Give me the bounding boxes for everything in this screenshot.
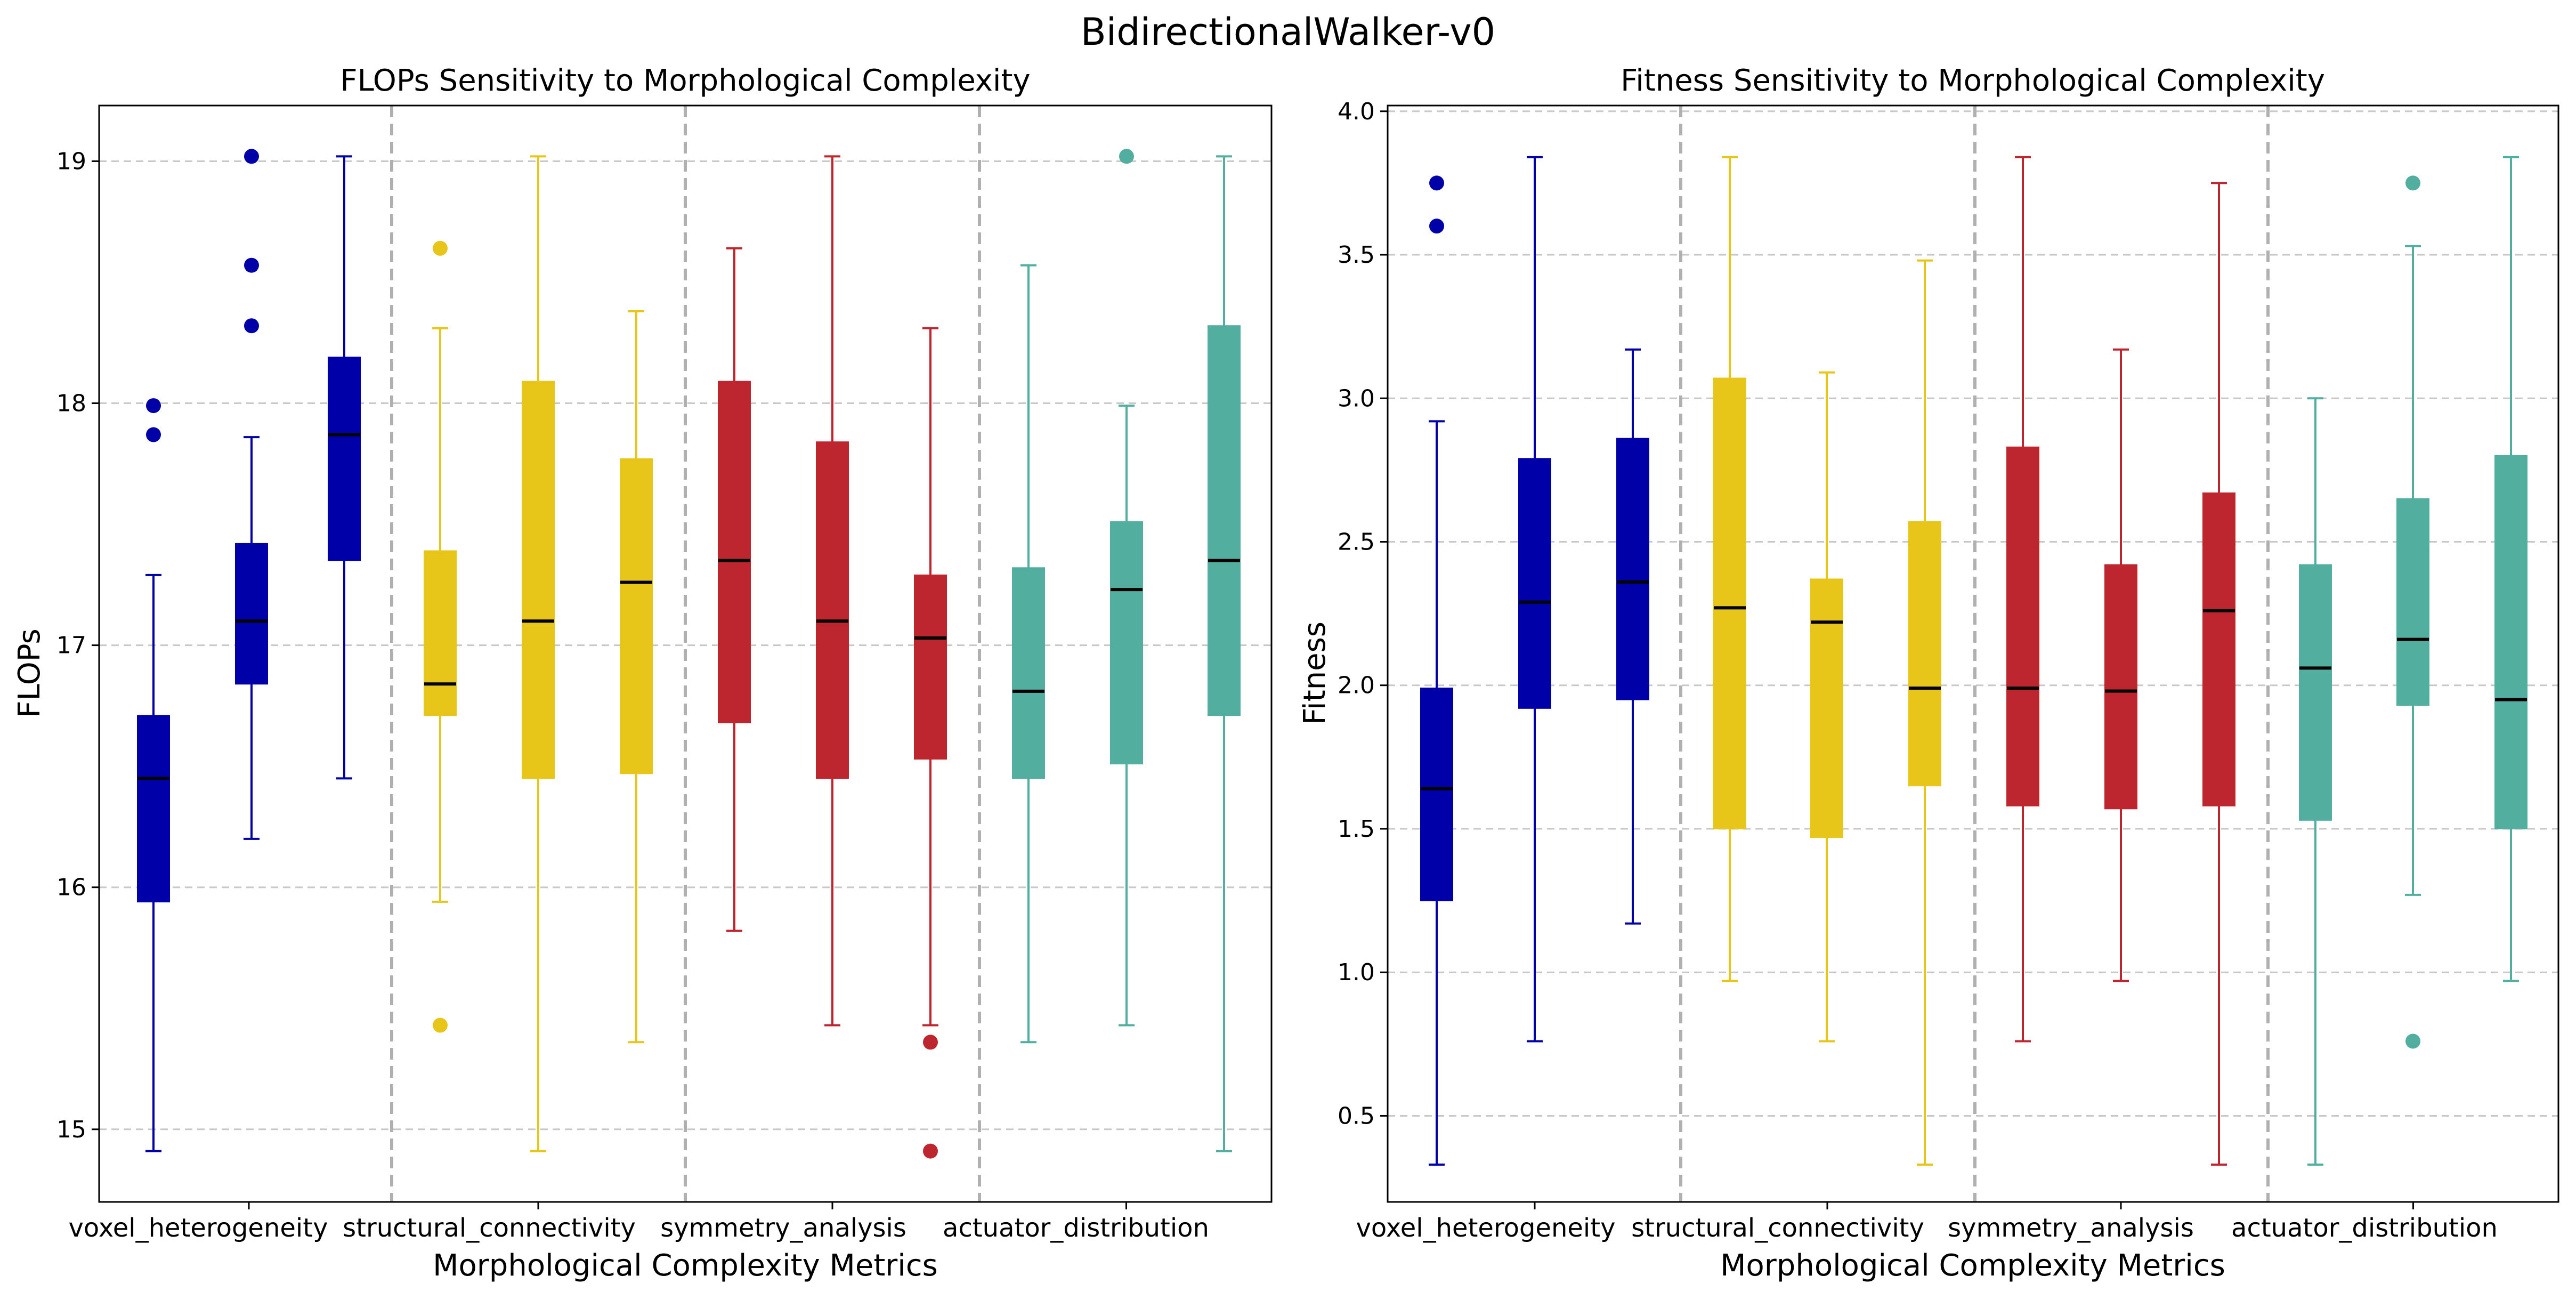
outlier-point: [146, 427, 161, 442]
iqr-box: [1810, 578, 1843, 838]
iqr-box: [816, 441, 849, 779]
iqr-box: [2396, 498, 2429, 706]
flops-box-symmetry_analysis-1: [718, 247, 751, 932]
flops-box-structural_connectivity-2: [522, 155, 555, 1152]
iqr-box: [1012, 567, 1045, 779]
fitness-box-actuator_distribution-2: [2396, 175, 2429, 1049]
fitness-category-label-symmetry-analysis: symmetry_analysis: [1948, 1213, 2194, 1243]
fitness-y-tick-label: 4.0: [1338, 98, 1375, 125]
iqr-box: [1616, 438, 1649, 700]
outlier-point: [433, 1018, 448, 1033]
iqr-box: [424, 550, 457, 716]
iqr-box: [328, 357, 361, 561]
iqr-box: [914, 574, 947, 760]
flops-box-structural_connectivity-3: [620, 310, 653, 1044]
flops-box-symmetry_analysis-3: [914, 327, 947, 1159]
iqr-box: [1713, 377, 1746, 829]
flops-x-axis-label: Morphological Complexity Metrics: [433, 1248, 938, 1283]
fitness-box-structural_connectivity-2: [1810, 371, 1843, 1043]
flops-y-tick-label: 18: [56, 390, 86, 417]
fitness-box-symmetry_analysis-3: [2202, 182, 2235, 1166]
fitness-box-structural_connectivity-1: [1713, 156, 1746, 982]
flops-box-voxel_heterogeneity-2: [235, 149, 268, 840]
iqr-box: [2104, 564, 2137, 810]
iqr-box: [2299, 564, 2332, 821]
fitness-box-symmetry_analysis-1: [2006, 156, 2039, 1043]
flops-y-tick-label: 16: [56, 874, 86, 901]
flops-box-actuator_distribution-3: [1208, 155, 1241, 1152]
flops-boxplot-panel: FLOPs Sensitivity to Morphological Compl…: [12, 63, 1273, 1283]
fitness-chart-title: Fitness Sensitivity to Morphological Com…: [1621, 63, 2325, 98]
outlier-point: [1429, 175, 1444, 191]
fitness-y-axis-label: Fitness: [1298, 621, 1332, 725]
outlier-point: [1119, 149, 1134, 164]
iqr-box: [1518, 458, 1551, 709]
iqr-box: [2202, 492, 2235, 806]
flops-box-voxel_heterogeneity-3: [328, 155, 361, 780]
outlier-point: [923, 1143, 938, 1159]
flops-category-label-voxel-heterogeneity: voxel_heterogeneity: [69, 1213, 328, 1243]
outlier-point: [244, 149, 259, 164]
flops-box-actuator_distribution-2: [1110, 149, 1143, 1027]
fitness-category-label-actuator-distribution: actuator_distribution: [2231, 1213, 2498, 1243]
iqr-box: [522, 381, 555, 779]
fitness-y-tick-label: 3.0: [1338, 385, 1375, 412]
fitness-y-tick-label: 1.5: [1338, 815, 1375, 843]
flops-box-structural_connectivity-1: [424, 240, 457, 1033]
fitness-y-tick-label: 0.5: [1338, 1102, 1375, 1129]
flops-box-voxel_heterogeneity-1: [137, 398, 170, 1152]
flops-axes-frame: [98, 104, 1273, 1203]
fitness-axes-frame: [1387, 104, 2559, 1203]
flops-category-label-actuator-distribution: actuator_distribution: [943, 1213, 1209, 1243]
flops-box-symmetry_analysis-2: [816, 155, 849, 1027]
fitness-box-voxel_heterogeneity-3: [1616, 348, 1649, 925]
iqr-box: [620, 458, 653, 774]
outlier-point: [146, 398, 161, 414]
fitness-category-label-structural-connectivity: structural_connectivity: [1631, 1213, 1924, 1243]
iqr-box: [718, 381, 751, 723]
fitness-box-voxel_heterogeneity-2: [1518, 156, 1551, 1043]
outlier-point: [2405, 175, 2420, 191]
iqr-box: [1908, 521, 1941, 787]
fitness-boxplot-panel: Fitness Sensitivity to Morphological Com…: [1298, 63, 2559, 1283]
fitness-y-tick-label: 1.0: [1338, 959, 1375, 986]
outlier-point: [2405, 1033, 2420, 1049]
fitness-y-tick-label: 2.5: [1338, 528, 1375, 555]
flops-y-tick-label: 19: [56, 148, 86, 175]
flops-y-axis-label: FLOPs: [12, 628, 47, 717]
fitness-category-label-voxel-heterogeneity: voxel_heterogeneity: [1356, 1213, 1616, 1243]
outlier-point: [1429, 219, 1444, 234]
iqr-box: [2006, 446, 2039, 806]
outlier-point: [923, 1035, 938, 1050]
iqr-box: [1420, 688, 1453, 901]
flops-y-tick-label: 17: [56, 632, 86, 659]
outlier-point: [433, 240, 448, 256]
flops-y-tick-label: 15: [56, 1116, 86, 1143]
flops-box-actuator_distribution-1: [1012, 264, 1045, 1044]
fitness-y-tick-label: 2.0: [1338, 672, 1375, 699]
flops-category-label-structural-connectivity: structural_connectivity: [343, 1213, 636, 1243]
iqr-box: [1110, 521, 1143, 765]
fitness-box-structural_connectivity-3: [1908, 259, 1941, 1166]
outlier-point: [244, 318, 259, 334]
fitness-y-tick-label: 3.5: [1338, 241, 1375, 269]
fitness-x-axis-label: Morphological Complexity Metrics: [1720, 1248, 2225, 1283]
fitness-box-voxel_heterogeneity-1: [1420, 175, 1453, 1166]
iqr-box: [137, 715, 170, 902]
iqr-box: [1208, 325, 1241, 716]
fitness-box-actuator_distribution-1: [2299, 397, 2332, 1166]
outlier-point: [244, 257, 259, 273]
figure-title: BidirectionalWalker-v0: [1081, 10, 1495, 54]
flops-chart-title: FLOPs Sensitivity to Morphological Compl…: [340, 63, 1030, 98]
iqr-box: [2494, 455, 2528, 829]
flops-category-label-symmetry-analysis: symmetry_analysis: [660, 1213, 906, 1243]
fitness-box-symmetry_analysis-2: [2104, 348, 2137, 982]
fitness-box-actuator_distribution-3: [2494, 156, 2528, 982]
iqr-box: [235, 543, 268, 685]
